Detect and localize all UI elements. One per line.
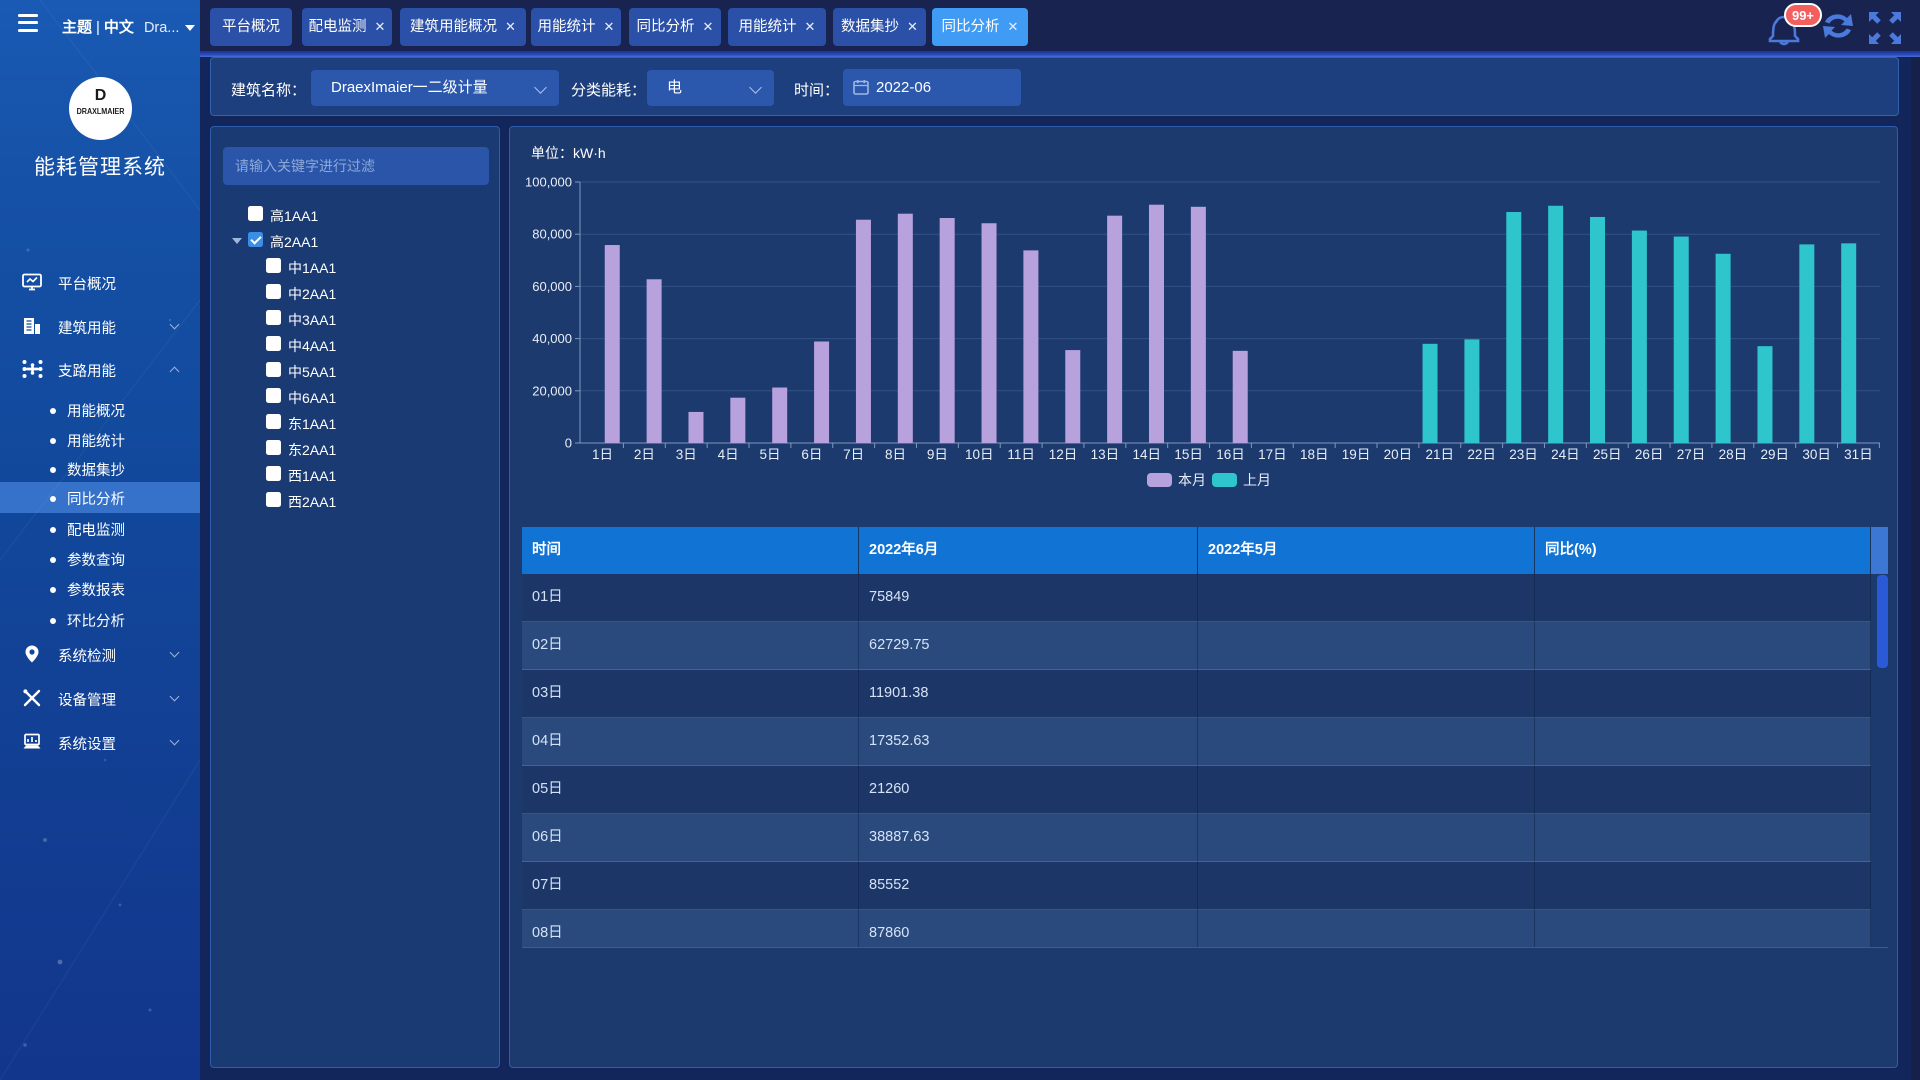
svg-text:20日: 20日: [1384, 447, 1413, 462]
svg-text:23日: 23日: [1509, 447, 1538, 462]
svg-text:14日: 14日: [1132, 447, 1161, 462]
svg-text:11日: 11日: [1007, 447, 1035, 462]
svg-text:26日: 26日: [1635, 447, 1664, 462]
svg-text:4日: 4日: [718, 447, 739, 462]
svg-text:10日: 10日: [965, 447, 994, 462]
svg-text:19日: 19日: [1342, 447, 1371, 462]
svg-text:16日: 16日: [1216, 447, 1245, 462]
svg-text:2日: 2日: [634, 447, 655, 462]
svg-text:5日: 5日: [759, 447, 780, 462]
svg-text:20,000: 20,000: [532, 383, 572, 398]
svg-text:27日: 27日: [1677, 447, 1706, 462]
svg-text:12日: 12日: [1049, 447, 1078, 462]
svg-text:99+: 99+: [1792, 8, 1814, 23]
svg-text:18日: 18日: [1300, 447, 1329, 462]
svg-text:13日: 13日: [1091, 447, 1120, 462]
svg-text:3日: 3日: [676, 447, 697, 462]
svg-text:30日: 30日: [1802, 447, 1831, 462]
svg-text:29日: 29日: [1760, 447, 1789, 462]
svg-text:15日: 15日: [1174, 447, 1203, 462]
svg-text:7日: 7日: [843, 447, 864, 462]
svg-text:31日: 31日: [1844, 447, 1873, 462]
svg-text:100,000: 100,000: [525, 175, 572, 190]
svg-text:17日: 17日: [1258, 447, 1287, 462]
svg-text:80,000: 80,000: [532, 227, 572, 242]
svg-text:本月: 本月: [1178, 472, 1206, 488]
svg-text:25日: 25日: [1593, 447, 1622, 462]
svg-text:22日: 22日: [1467, 447, 1496, 462]
svg-text:0: 0: [565, 436, 572, 451]
svg-text:6日: 6日: [801, 447, 822, 462]
svg-text:1日: 1日: [592, 447, 613, 462]
svg-text:60,000: 60,000: [532, 279, 572, 294]
svg-text:上月: 上月: [1243, 472, 1271, 488]
svg-text:8日: 8日: [885, 447, 906, 462]
svg-text:21日: 21日: [1426, 447, 1455, 462]
svg-text:9日: 9日: [927, 447, 948, 462]
svg-text:40,000: 40,000: [532, 331, 572, 346]
svg-text:24日: 24日: [1551, 447, 1580, 462]
svg-text:28日: 28日: [1719, 447, 1748, 462]
